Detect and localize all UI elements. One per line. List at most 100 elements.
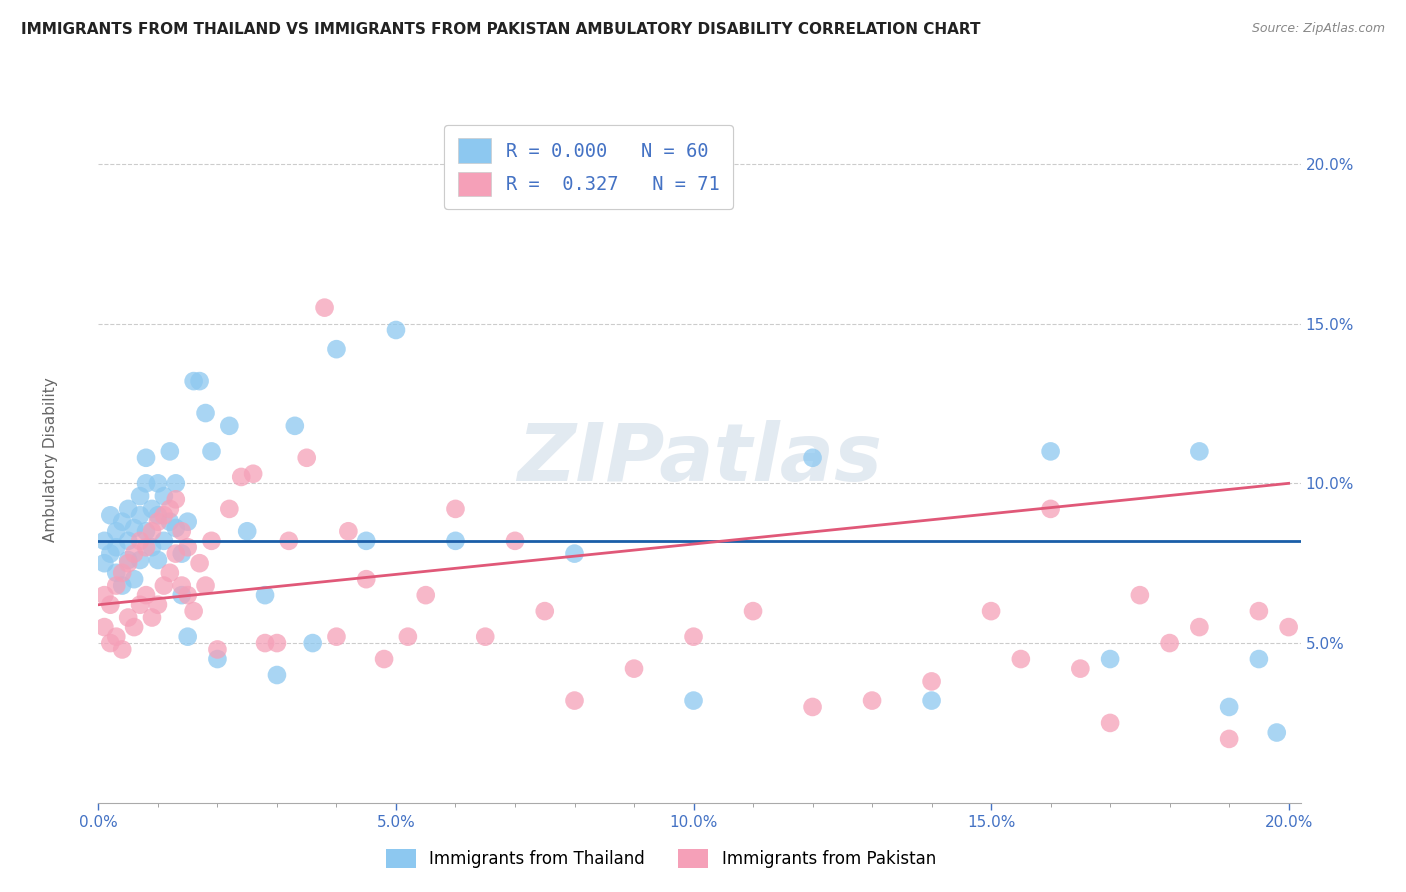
Point xyxy=(188,556,211,570)
Point xyxy=(623,662,645,676)
Point xyxy=(207,642,229,657)
Point xyxy=(682,693,704,707)
Point xyxy=(146,476,169,491)
Point xyxy=(146,598,169,612)
Text: Source: ZipAtlas.com: Source: ZipAtlas.com xyxy=(1251,22,1385,36)
Point xyxy=(1159,636,1181,650)
Point xyxy=(176,588,198,602)
Point xyxy=(129,553,152,567)
Point xyxy=(153,508,176,523)
Point xyxy=(170,524,193,539)
Point xyxy=(921,674,943,689)
Point xyxy=(194,578,217,592)
Point xyxy=(111,578,134,592)
Point xyxy=(129,598,152,612)
Point xyxy=(921,693,943,707)
Point xyxy=(200,444,222,458)
Point xyxy=(135,540,157,554)
Point xyxy=(564,693,586,707)
Point xyxy=(141,524,163,539)
Point xyxy=(146,515,169,529)
Text: Ambulatory Disability: Ambulatory Disability xyxy=(42,377,58,541)
Legend: R = 0.000   N = 60, R =  0.327   N = 71: R = 0.000 N = 60, R = 0.327 N = 71 xyxy=(444,126,733,209)
Point xyxy=(98,636,121,650)
Point xyxy=(153,533,176,548)
Point xyxy=(159,566,181,580)
Point xyxy=(1039,444,1062,458)
Point xyxy=(325,630,347,644)
Point xyxy=(207,652,229,666)
Point xyxy=(165,547,187,561)
Point xyxy=(860,693,883,707)
Point xyxy=(1099,715,1122,730)
Point xyxy=(277,533,299,548)
Point xyxy=(1218,700,1240,714)
Point xyxy=(176,630,198,644)
Point xyxy=(122,572,145,586)
Point xyxy=(742,604,765,618)
Point xyxy=(176,540,198,554)
Point xyxy=(1099,652,1122,666)
Point xyxy=(93,588,115,602)
Point xyxy=(117,533,139,548)
Point xyxy=(396,630,419,644)
Point xyxy=(200,533,222,548)
Point xyxy=(105,630,128,644)
Point xyxy=(1039,502,1062,516)
Point xyxy=(385,323,408,337)
Point xyxy=(98,508,121,523)
Point xyxy=(122,521,145,535)
Point xyxy=(159,515,181,529)
Point xyxy=(170,547,193,561)
Point xyxy=(1010,652,1032,666)
Point xyxy=(170,578,193,592)
Point xyxy=(141,610,163,624)
Point xyxy=(242,467,264,481)
Point xyxy=(117,556,139,570)
Point xyxy=(135,476,157,491)
Point xyxy=(159,444,181,458)
Point xyxy=(415,588,437,602)
Point xyxy=(117,553,139,567)
Point xyxy=(682,630,704,644)
Point xyxy=(98,547,121,561)
Point xyxy=(231,470,253,484)
Point xyxy=(1069,662,1091,676)
Point xyxy=(474,630,496,644)
Point xyxy=(165,521,187,535)
Point xyxy=(117,610,139,624)
Point xyxy=(218,502,240,516)
Point xyxy=(105,566,128,580)
Point xyxy=(98,598,121,612)
Point xyxy=(314,301,336,315)
Point xyxy=(141,540,163,554)
Point xyxy=(354,533,377,548)
Text: IMMIGRANTS FROM THAILAND VS IMMIGRANTS FROM PAKISTAN AMBULATORY DISABILITY CORRE: IMMIGRANTS FROM THAILAND VS IMMIGRANTS F… xyxy=(21,22,980,37)
Point xyxy=(122,547,145,561)
Point xyxy=(135,450,157,465)
Point xyxy=(325,342,347,356)
Point xyxy=(165,492,187,507)
Point xyxy=(1129,588,1152,602)
Point xyxy=(354,572,377,586)
Point xyxy=(801,450,824,465)
Point xyxy=(373,652,395,666)
Point xyxy=(295,450,318,465)
Point xyxy=(1278,620,1301,634)
Point xyxy=(533,604,555,618)
Point xyxy=(153,578,176,592)
Point xyxy=(135,588,157,602)
Point xyxy=(1247,604,1270,618)
Point xyxy=(284,418,307,433)
Point xyxy=(153,489,176,503)
Point xyxy=(254,636,277,650)
Point xyxy=(135,524,157,539)
Point xyxy=(254,588,277,602)
Point xyxy=(129,533,152,548)
Point xyxy=(111,642,134,657)
Point xyxy=(111,515,134,529)
Point xyxy=(301,636,323,650)
Point xyxy=(170,588,193,602)
Point xyxy=(444,502,467,516)
Point xyxy=(105,524,128,539)
